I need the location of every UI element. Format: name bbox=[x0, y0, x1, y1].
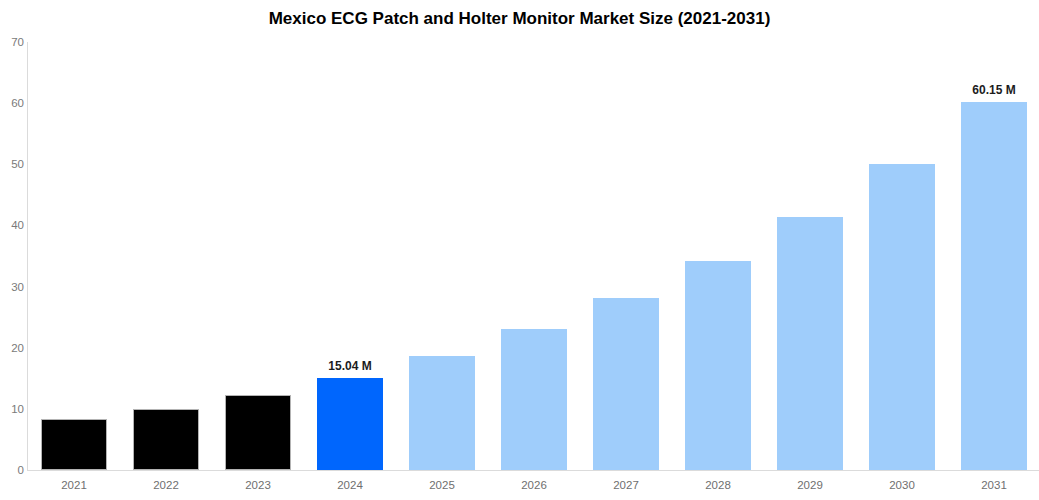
bar-2023 bbox=[225, 395, 291, 470]
x-tick-label-2022: 2022 bbox=[153, 478, 179, 492]
x-tick-label-2026: 2026 bbox=[521, 478, 547, 492]
y-axis-line bbox=[27, 42, 28, 470]
x-tick-label-2024: 2024 bbox=[337, 478, 363, 492]
x-tick-label-2029: 2029 bbox=[797, 478, 823, 492]
y-tick-label: 60 bbox=[0, 96, 24, 110]
bar-2021 bbox=[41, 419, 107, 470]
bar-value-label-2031: 60.15 M bbox=[972, 83, 1015, 97]
x-tick-label-2023: 2023 bbox=[245, 478, 271, 492]
x-tick-label-2027: 2027 bbox=[613, 478, 639, 492]
y-tick-label: 40 bbox=[0, 218, 24, 232]
bar-chart: Mexico ECG Patch and Holter Monitor Mark… bbox=[0, 0, 1039, 500]
bar-2030 bbox=[869, 164, 935, 470]
bar-2029 bbox=[777, 217, 843, 470]
x-tick-label-2021: 2021 bbox=[61, 478, 87, 492]
y-tick-label: 20 bbox=[0, 341, 24, 355]
y-tick-label: 30 bbox=[0, 280, 24, 294]
bar-2024 bbox=[317, 378, 383, 470]
bar-2026 bbox=[501, 329, 567, 470]
bar-2031 bbox=[961, 102, 1027, 470]
x-tick-label-2031: 2031 bbox=[981, 478, 1007, 492]
y-tick-label: 50 bbox=[0, 157, 24, 171]
x-tick-label-2025: 2025 bbox=[429, 478, 455, 492]
bar-2022 bbox=[133, 409, 199, 470]
bar-2025 bbox=[409, 356, 475, 470]
x-tick-label-2028: 2028 bbox=[705, 478, 731, 492]
y-tick-label: 70 bbox=[0, 35, 24, 49]
chart-title: Mexico ECG Patch and Holter Monitor Mark… bbox=[0, 9, 1039, 29]
x-tick-label-2030: 2030 bbox=[889, 478, 915, 492]
bar-2028 bbox=[685, 261, 751, 470]
bar-2027 bbox=[593, 298, 659, 470]
bar-value-label-2024: 15.04 M bbox=[328, 359, 371, 373]
x-axis-line bbox=[27, 470, 1039, 471]
y-tick-label: 0 bbox=[0, 463, 24, 477]
y-tick-label: 10 bbox=[0, 402, 24, 416]
